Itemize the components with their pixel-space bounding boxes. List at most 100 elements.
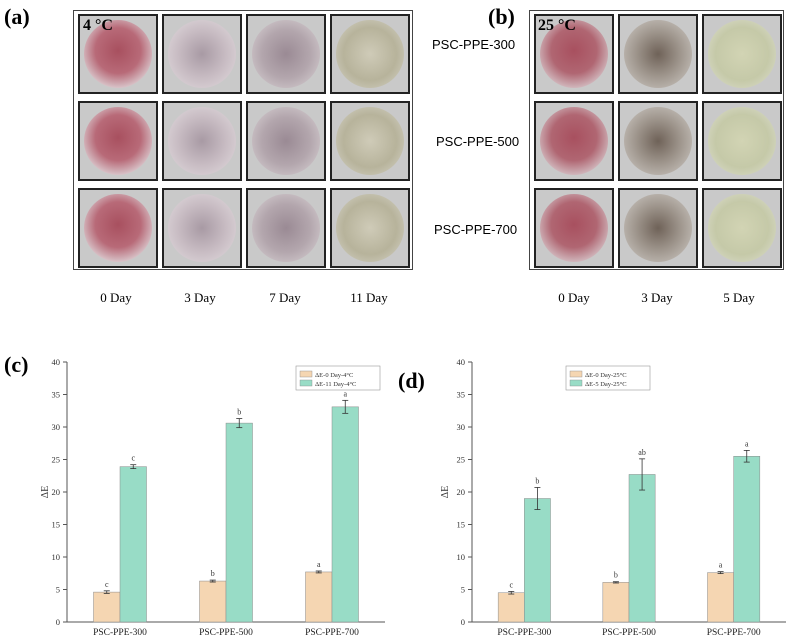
petri-photo (702, 14, 782, 94)
y-tick-label: 40 (457, 357, 466, 367)
y-tick-label: 25 (52, 455, 61, 465)
petri-dish (540, 194, 608, 262)
petri-dish (624, 194, 692, 262)
y-tick-label: 35 (52, 390, 61, 400)
petri-photo (534, 101, 614, 181)
panel-a-photo-grid (78, 14, 410, 269)
bar (707, 572, 734, 623)
panel-b-label: (b) (488, 4, 515, 29)
petri-photo (534, 188, 614, 268)
petri-photo (330, 14, 410, 94)
legend-swatch (569, 370, 583, 378)
chart-c: 0 5 10 15 20 25 30 35 40 ΔE c c PSC-PPE-300 b b PSC-PPE… (40, 357, 385, 638)
bar (331, 406, 359, 623)
row-label-300: PSC-PPE-300 (432, 37, 516, 52)
bar (602, 582, 630, 623)
significance-letter: b (237, 408, 241, 417)
bar (497, 592, 525, 623)
y-tick-label: 20 (52, 487, 61, 497)
petri-dish (168, 194, 236, 262)
petri-photo (162, 101, 242, 181)
significance-letter: a (745, 439, 749, 448)
significance-letter: c (105, 580, 109, 589)
panel-b-day-3: 3 Day (641, 290, 673, 305)
petri-dish (168, 20, 236, 88)
significance-letter: ab (638, 448, 646, 457)
significance-letter: b (535, 476, 539, 485)
petri-dish (84, 194, 152, 262)
petri-dish (336, 20, 404, 88)
bar (628, 474, 656, 623)
petri-photo (534, 14, 614, 94)
panel-b-temperature: 25 °C (538, 17, 576, 34)
panel-b-day-5: 5 Day (723, 290, 755, 305)
petri-photo (246, 188, 326, 268)
y-tick-label: 15 (52, 520, 61, 530)
petri-dish (624, 20, 692, 88)
petri-photo (246, 101, 326, 181)
y-tick-label: 40 (52, 357, 61, 367)
panel-b-photo-grid (534, 14, 782, 269)
bar (93, 591, 121, 623)
legend-label: ΔE-5 Day-25°C (585, 381, 627, 388)
row-label-700: PSC-PPE-700 (434, 222, 518, 237)
significance-letter: a (317, 560, 321, 569)
y-axis-label: ΔE (40, 486, 51, 499)
petri-dish (84, 20, 152, 88)
petri-dish (252, 20, 320, 88)
petri-photo (78, 188, 158, 268)
significance-letter: b (614, 571, 618, 580)
panel-d-label: (d) (398, 368, 425, 393)
y-tick-label: 10 (457, 552, 466, 562)
y-tick-label: 5 (56, 585, 60, 595)
petri-photo (618, 101, 698, 181)
significance-letter: a (343, 389, 347, 398)
petri-photo (162, 188, 242, 268)
panel-a-label: (a) (4, 4, 30, 29)
panel-b-day-0: 0 Day (558, 290, 590, 305)
chart-d: 0 5 10 15 20 25 30 35 40 ΔE c b PSC-PPE-300 b ab PSC-PP… (440, 357, 786, 638)
bar (199, 580, 227, 623)
legend-swatch (299, 379, 313, 387)
significance-letter: b (211, 569, 215, 578)
y-tick-label: 5 (461, 585, 465, 595)
legend-swatch (299, 370, 313, 378)
panel-a-day-11: 11 Day (350, 290, 388, 305)
significance-letter: c (131, 454, 135, 463)
panel-a-temperature: 4 °C (83, 17, 113, 34)
legend-swatch (569, 379, 583, 387)
petri-dish (84, 107, 152, 175)
petri-dish (252, 107, 320, 175)
petri-photo (618, 188, 698, 268)
category-label: PSC-PPE-500 (602, 628, 656, 638)
petri-photo (78, 14, 158, 94)
category-label: PSC-PPE-700 (707, 628, 761, 638)
significance-letter: c (509, 580, 513, 589)
panel-a-day-0: 0 Day (100, 290, 132, 305)
petri-dish (540, 20, 608, 88)
y-tick-label: 0 (461, 617, 465, 627)
legend-label: ΔE-0 Day-25°C (585, 372, 627, 379)
y-tick-label: 15 (457, 520, 466, 530)
petri-photo (618, 14, 698, 94)
petri-dish (708, 107, 776, 175)
petri-photo (246, 14, 326, 94)
row-label-500: PSC-PPE-500 (436, 134, 520, 149)
panel-a-day-3: 3 Day (184, 290, 216, 305)
bar (305, 571, 333, 623)
significance-letter: a (719, 561, 723, 570)
petri-photo (702, 188, 782, 268)
petri-photo (330, 188, 410, 268)
petri-dish (708, 194, 776, 262)
category-label: PSC-PPE-300 (497, 628, 551, 638)
petri-photo (162, 14, 242, 94)
petri-photo (330, 101, 410, 181)
panel-c-label: (c) (4, 352, 29, 377)
petri-dish (540, 107, 608, 175)
bar (733, 456, 761, 623)
petri-dish (168, 107, 236, 175)
category-label: PSC-PPE-500 (199, 628, 253, 638)
y-tick-label: 30 (457, 422, 466, 432)
bar (119, 466, 147, 623)
petri-dish (336, 194, 404, 262)
